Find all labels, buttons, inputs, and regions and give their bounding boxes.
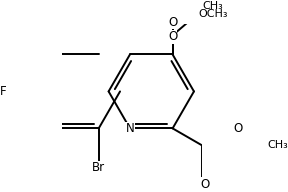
Text: N: N xyxy=(126,122,134,135)
Text: CH₃: CH₃ xyxy=(202,1,223,11)
Text: O: O xyxy=(233,122,242,135)
Text: O: O xyxy=(168,31,177,43)
Text: O: O xyxy=(168,16,177,29)
Text: O: O xyxy=(200,178,210,191)
Text: F: F xyxy=(0,85,7,98)
Text: CH₃: CH₃ xyxy=(267,141,288,151)
Text: OCH₃: OCH₃ xyxy=(198,8,228,18)
Text: Br: Br xyxy=(92,161,105,174)
